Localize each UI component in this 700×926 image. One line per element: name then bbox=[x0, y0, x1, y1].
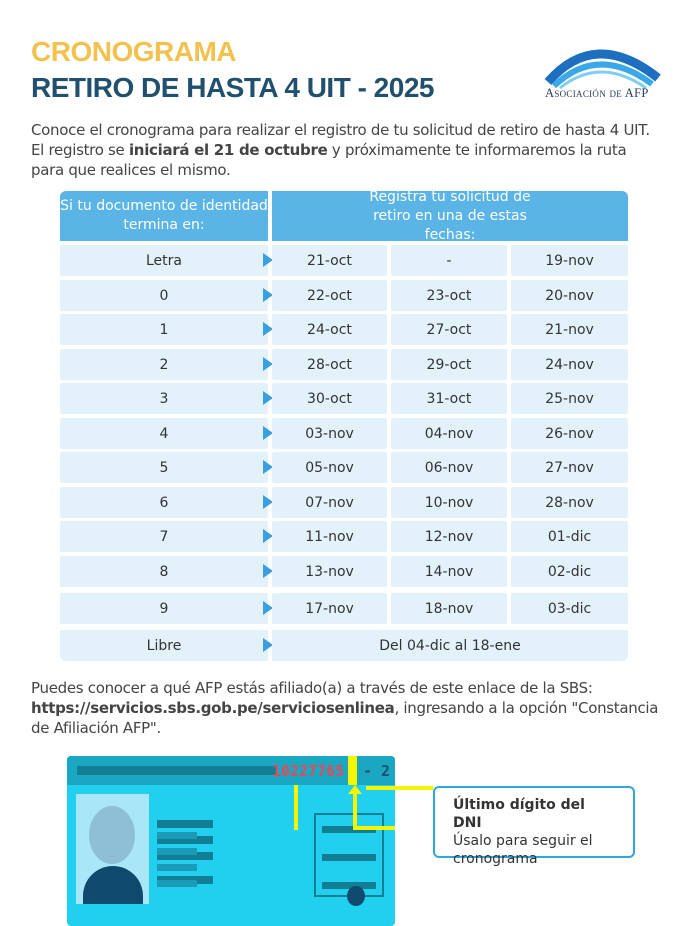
date-cell: 12-nov bbox=[391, 521, 507, 552]
dni-number: 10227765 bbox=[272, 762, 345, 780]
row-label: 3 bbox=[60, 383, 268, 414]
date-cell: 13-nov bbox=[272, 556, 387, 587]
date-cell: 02-dic bbox=[511, 556, 628, 587]
arrow-right-icon bbox=[263, 529, 273, 543]
arrow-up-icon bbox=[348, 785, 362, 794]
logo-text: Asociación de AFP bbox=[545, 86, 649, 100]
row-label: 6 bbox=[60, 487, 268, 518]
row-label: 2 bbox=[60, 349, 268, 380]
date-cell: 18-nov bbox=[391, 593, 507, 624]
arrow-right-icon bbox=[263, 564, 273, 578]
afp-logo-arc-icon bbox=[544, 49, 661, 90]
date-cell: 24-oct bbox=[272, 314, 387, 345]
date-cell: 14-nov bbox=[391, 556, 507, 587]
row-label: 0 bbox=[60, 280, 268, 311]
row-label: 5 bbox=[60, 452, 268, 483]
date-cell: 26-nov bbox=[511, 418, 628, 449]
date-cell: 21-oct bbox=[272, 245, 387, 276]
date-cell: 31-oct bbox=[391, 383, 507, 414]
date-cell: 17-nov bbox=[272, 593, 387, 624]
dni-card-illustration: 10227765 - 2 bbox=[67, 756, 395, 926]
row-label: Libre bbox=[60, 630, 268, 661]
date-cell: 03-dic bbox=[511, 593, 628, 624]
date-cell: 11-nov bbox=[272, 521, 387, 552]
date-cell: 19-nov bbox=[511, 245, 628, 276]
col2-header: Registra tu solicitud de retiro en una d… bbox=[272, 189, 628, 243]
date-cell: 27-nov bbox=[511, 452, 628, 483]
arrow-right-icon bbox=[263, 495, 273, 509]
date-cell: 10-nov bbox=[391, 487, 507, 518]
date-cell: 21-nov bbox=[511, 314, 628, 345]
date-cell: 03-nov bbox=[272, 418, 387, 449]
date-cell: 06-nov bbox=[391, 452, 507, 483]
arrow-right-icon bbox=[263, 638, 273, 652]
title: CRONOGRAMA bbox=[31, 36, 237, 67]
arrow-right-icon bbox=[263, 357, 273, 371]
arrow-right-icon bbox=[263, 460, 273, 474]
date-cell: 30-oct bbox=[272, 383, 387, 414]
date-cell: 28-nov bbox=[511, 487, 628, 518]
intro-text: Conoce el cronograma para realizar el re… bbox=[31, 121, 650, 179]
date-cell: - bbox=[391, 245, 507, 276]
arrow-right-icon bbox=[263, 288, 273, 302]
row-label: 1 bbox=[60, 314, 268, 345]
date-cell: 27-oct bbox=[391, 314, 507, 345]
arrow-right-icon bbox=[263, 601, 273, 615]
sbs-text: Puedes conocer a qué AFP estás afiliado(… bbox=[31, 679, 659, 737]
col1-header: Si tu documento de identidad termina en: bbox=[60, 191, 268, 241]
date-cell: 25-nov bbox=[511, 383, 628, 414]
date-cell: 20-nov bbox=[511, 280, 628, 311]
row-label: 9 bbox=[60, 593, 268, 624]
date-cell: 04-nov bbox=[391, 418, 507, 449]
arrow-right-icon bbox=[263, 322, 273, 336]
person-icon bbox=[347, 886, 365, 906]
date-cell: 07-nov bbox=[272, 487, 387, 518]
arrow-right-icon bbox=[263, 391, 273, 405]
date-cell: 05-nov bbox=[272, 452, 387, 483]
date-cell: 23-oct bbox=[391, 280, 507, 311]
row-label: Letra bbox=[60, 245, 268, 276]
arrow-right-icon bbox=[263, 253, 273, 267]
date-cell: 24-nov bbox=[511, 349, 628, 380]
date-cell: 22-oct bbox=[272, 280, 387, 311]
row-label: 7 bbox=[60, 521, 268, 552]
date-cell: 28-oct bbox=[272, 349, 387, 380]
dni-callout: Último dígito del DNI Úsalo para seguir e… bbox=[433, 786, 635, 867]
date-cell: 01-dic bbox=[511, 521, 628, 552]
subtitle: RETIRO DE HASTA 4 UIT - 2025 bbox=[31, 72, 434, 103]
arrow-right-icon bbox=[263, 426, 273, 440]
row-label: 4 bbox=[60, 418, 268, 449]
sbs-link[interactable]: https://servicios.sbs.gob.pe/serviciosen… bbox=[31, 699, 395, 717]
row-label: 8 bbox=[60, 556, 268, 587]
date-cell: 29-oct bbox=[391, 349, 507, 380]
date-cell: Del 04-dic al 18-ene bbox=[272, 630, 628, 661]
avatar bbox=[89, 806, 135, 864]
